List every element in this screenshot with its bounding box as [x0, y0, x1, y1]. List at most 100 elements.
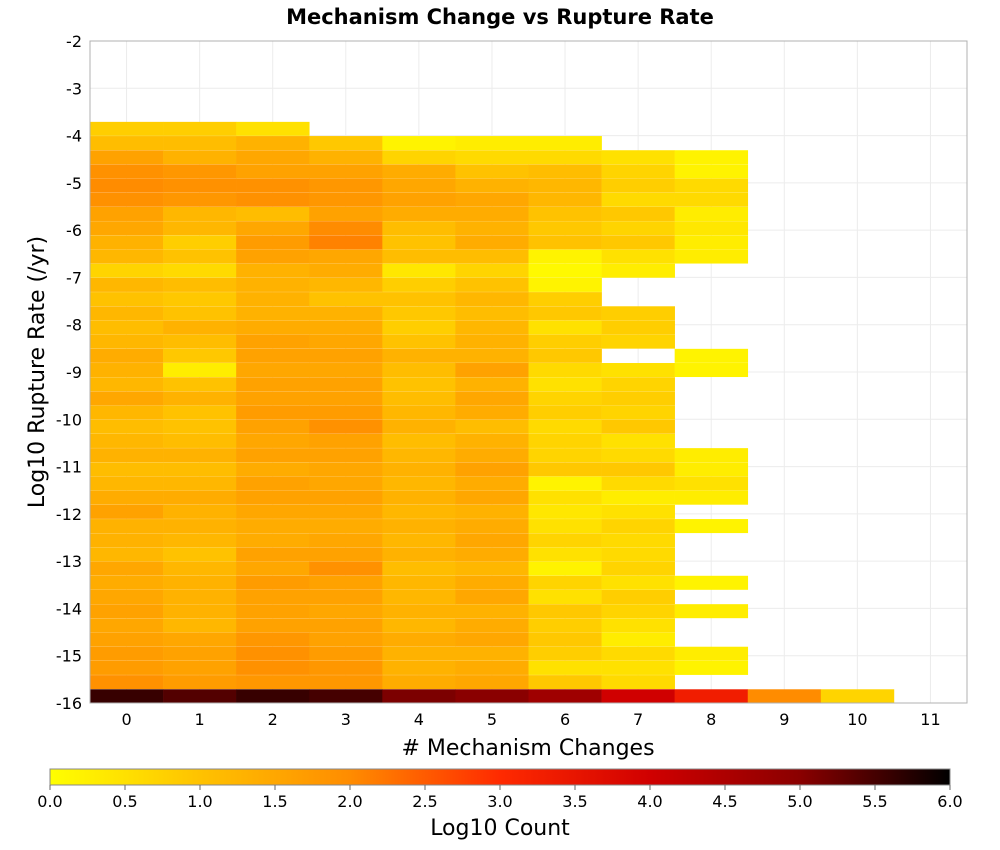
- heatmap-cell: [236, 164, 310, 179]
- heatmap-cell: [163, 476, 237, 491]
- y-tick-label: -14: [56, 599, 82, 618]
- heatmap-cell: [528, 490, 602, 505]
- heatmap-cell: [674, 689, 749, 704]
- heatmap-cell: [236, 292, 310, 307]
- colorbar-ticks: 0.0 0.5 1.0 1.5 2.0 2.5 3.0 3.5 4.0 4.5 5.0 5.5 6.0: [37, 785, 963, 811]
- heatmap-cell: [90, 689, 164, 704]
- heatmap-cell: [601, 235, 675, 250]
- heatmap-cell: [674, 476, 749, 491]
- heatmap-cell: [382, 448, 456, 463]
- heatmap-cell: [236, 504, 310, 519]
- heatmap-cell: [309, 136, 383, 151]
- heatmap-cell: [455, 689, 529, 704]
- heatmap-cell: [528, 150, 602, 165]
- heatmap-cell: [601, 533, 675, 548]
- heatmap-cell: [528, 632, 602, 647]
- heatmap-cell: [236, 235, 310, 250]
- heatmap-cell: [90, 150, 164, 165]
- heatmap-cell: [236, 405, 310, 420]
- heatmap-cell: [674, 235, 749, 250]
- heatmap-cell: [382, 533, 456, 548]
- heatmap-cell: [90, 377, 164, 392]
- heatmap-cell: [236, 632, 310, 647]
- heatmap-cell: [382, 206, 456, 221]
- heatmap-cell: [455, 618, 529, 633]
- heatmap-cell: [163, 448, 237, 463]
- heatmap-cell: [528, 675, 602, 690]
- heatmap-cell: [382, 192, 456, 207]
- heatmap-cell: [163, 377, 237, 392]
- heatmap-cell: [674, 206, 749, 221]
- heatmap-cell: [601, 221, 675, 236]
- heatmap-cell: [236, 476, 310, 491]
- heatmap-cell: [236, 448, 310, 463]
- colorbar-tick-label: 2.5: [412, 792, 437, 811]
- heatmap-cell: [382, 405, 456, 420]
- heatmap-cell: [601, 334, 675, 349]
- heatmap-cell: [90, 306, 164, 321]
- heatmap-cell: [236, 646, 310, 661]
- heatmap-cell: [455, 675, 529, 690]
- heatmap-cell: [309, 306, 383, 321]
- heatmap-cell: [674, 221, 749, 236]
- colorbar-tick-label: 5.0: [787, 792, 812, 811]
- heatmap-cell: [528, 448, 602, 463]
- x-axis-label: # Mechanism Changes: [401, 736, 654, 761]
- heatmap-cell: [382, 306, 456, 321]
- heatmap-cell: [309, 519, 383, 534]
- heatmap-cell: [674, 462, 749, 477]
- heatmap-cell: [163, 604, 237, 619]
- heatmap-cell: [309, 206, 383, 221]
- y-tick-label: -2: [66, 32, 82, 51]
- heatmap-cell: [382, 320, 456, 335]
- heatmap-cell: [90, 391, 164, 406]
- heatmap-cell: [455, 660, 529, 675]
- heatmap-cell: [309, 263, 383, 278]
- heatmap-cell: [236, 306, 310, 321]
- heatmap-cell: [309, 689, 383, 704]
- heatmap-cell: [163, 150, 237, 165]
- heatmap-cell: [90, 476, 164, 491]
- heatmap-cell: [163, 206, 237, 221]
- heatmap-cell: [309, 462, 383, 477]
- heatmap-cell: [601, 660, 675, 675]
- heatmap-cell: [528, 206, 602, 221]
- heatmap-cell: [163, 419, 237, 434]
- heatmap-cells: [90, 121, 895, 704]
- colorbar: [49, 768, 951, 786]
- heatmap-cell: [455, 547, 529, 562]
- heatmap-cell: [601, 391, 675, 406]
- heatmap-cell: [528, 363, 602, 378]
- heatmap-cell: [90, 561, 164, 576]
- heatmap-cell: [163, 561, 237, 576]
- heatmap-cell: [382, 150, 456, 165]
- heatmap-cell: [455, 419, 529, 434]
- heatmap-cell: [528, 377, 602, 392]
- heatmap-cell: [601, 178, 675, 193]
- heatmap-cell: [528, 320, 602, 335]
- y-tick-label: -15: [56, 647, 82, 666]
- heatmap-cell: [528, 178, 602, 193]
- heatmap-cell: [382, 561, 456, 576]
- heatmap-cell: [90, 277, 164, 292]
- heatmap-cell: [236, 277, 310, 292]
- heatmap-cell: [601, 689, 675, 704]
- heatmap-cell: [455, 433, 529, 448]
- heatmap-cell: [163, 646, 237, 661]
- colorbar-tick-label: 0.5: [112, 792, 137, 811]
- heatmap-cell: [455, 533, 529, 548]
- heatmap-cell: [382, 618, 456, 633]
- heatmap-cell: [90, 604, 164, 619]
- heatmap-cell: [601, 263, 675, 278]
- heatmap-cell: [90, 433, 164, 448]
- heatmap-cell: [674, 604, 749, 619]
- colorbar-tick-label: 4.5: [712, 792, 737, 811]
- heatmap-cell: [309, 632, 383, 647]
- heatmap-cell: [163, 277, 237, 292]
- heatmap-cell: [528, 263, 602, 278]
- heatmap-cell: [309, 377, 383, 392]
- heatmap-cell: [382, 646, 456, 661]
- heatmap-cell: [90, 320, 164, 335]
- heatmap-cell: [382, 178, 456, 193]
- heatmap-cell: [382, 221, 456, 236]
